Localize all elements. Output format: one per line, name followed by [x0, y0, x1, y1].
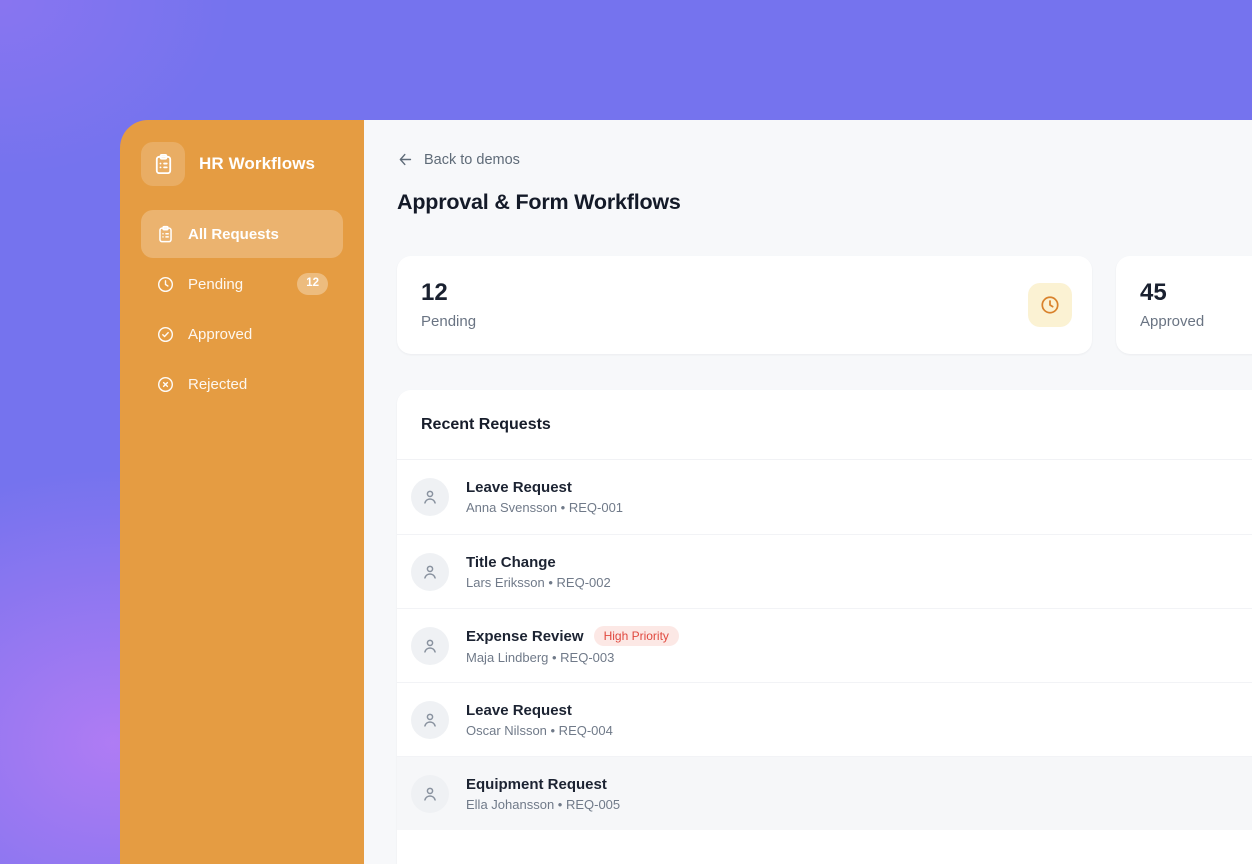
- request-title: Leave Request: [466, 701, 572, 719]
- user-avatar-icon: [411, 552, 449, 591]
- check-circle-icon: [156, 325, 175, 344]
- app-title: HR Workflows: [199, 154, 316, 173]
- recent-requests-card: Recent Requests Leave Request Anna Svens…: [397, 390, 1252, 864]
- sidebar-item-label: All Requests: [188, 225, 279, 243]
- app-window: HR Workflows All Requests: [120, 120, 1252, 864]
- x-circle-icon: [156, 375, 175, 394]
- clock-icon: [1028, 283, 1072, 327]
- sidebar-item-label: Pending: [188, 275, 244, 293]
- back-link-label: Back to demos: [424, 151, 520, 168]
- stat-card-approved: 45 Approved: [1116, 256, 1252, 354]
- pending-count-badge: 12: [297, 273, 328, 295]
- request-text: Equipment Request Ella Johansson • REQ-0…: [466, 776, 620, 812]
- request-title: Equipment Request: [466, 775, 607, 793]
- request-text: Expense Review High Priority Maja Lindbe…: [466, 626, 679, 665]
- sidebar-item-rejected[interactable]: Rejected: [141, 360, 343, 408]
- high-priority-badge: High Priority: [593, 626, 679, 646]
- clipboard-list-icon: [141, 142, 185, 186]
- request-title: Title Change: [466, 553, 556, 571]
- page-title: Approval & Form Workflows: [397, 190, 681, 214]
- stat-text: 12 Pending: [421, 279, 477, 330]
- request-row[interactable]: Title Change Lars Eriksson • REQ-002: [397, 534, 1252, 608]
- sidebar-item-label: Approved: [188, 325, 253, 343]
- stat-label: Approved: [1140, 312, 1205, 330]
- request-subtitle: Oscar Nilsson • REQ-004: [466, 722, 613, 738]
- sidebar-item-approved[interactable]: Approved: [141, 310, 343, 358]
- back-link[interactable]: Back to demos: [397, 151, 520, 168]
- sidebar-item-pending[interactable]: Pending 12: [141, 260, 343, 308]
- sidebar-nav: All Requests Pending 12: [141, 210, 343, 408]
- request-text: Leave Request Oscar Nilsson • REQ-004: [466, 702, 613, 738]
- recent-requests-heading: Recent Requests: [397, 390, 1252, 460]
- main-content: Back to demos Approval & Form Workflows …: [364, 120, 1252, 864]
- main-inner: Back to demos Approval & Form Workflows …: [397, 151, 1252, 864]
- sidebar: HR Workflows All Requests: [120, 120, 364, 864]
- request-text: Title Change Lars Eriksson • REQ-002: [466, 554, 611, 590]
- stat-value: 45: [1140, 279, 1167, 307]
- user-avatar-icon: [411, 626, 449, 665]
- stat-card-pending: 12 Pending: [397, 256, 1092, 354]
- request-title: Expense Review: [466, 627, 584, 645]
- request-row[interactable]: Expense Review High Priority Maja Lindbe…: [397, 608, 1252, 682]
- clipboard-list-icon: [156, 225, 175, 244]
- request-title: Leave Request: [466, 479, 572, 496]
- sidebar-brand: HR Workflows: [141, 142, 343, 186]
- user-avatar-icon: [411, 700, 449, 739]
- user-avatar-icon: [411, 478, 449, 516]
- stats-row: 12 Pending 45 Appro: [397, 256, 1252, 354]
- request-subtitle: Maja Lindberg • REQ-003: [466, 650, 615, 665]
- stat-value: 12: [421, 279, 448, 307]
- user-avatar-icon: [411, 774, 449, 813]
- request-row[interactable]: Leave Request Oscar Nilsson • REQ-004: [397, 682, 1252, 756]
- request-subtitle: Lars Eriksson • REQ-002: [466, 574, 611, 590]
- sidebar-item-label: Rejected: [188, 375, 248, 393]
- request-subtitle: Ella Johansson • REQ-005: [466, 796, 621, 812]
- request-row[interactable]: Equipment Request Ella Johansson • REQ-0…: [397, 756, 1252, 830]
- request-row[interactable]: Leave Request Anna Svensson • REQ-001: [397, 460, 1252, 534]
- sidebar-item-all-requests[interactable]: All Requests: [141, 210, 343, 258]
- stat-text: 45 Approved: [1140, 279, 1205, 330]
- arrow-left-icon: [397, 151, 414, 168]
- request-subtitle: Anna Svensson • REQ-001: [466, 500, 624, 515]
- request-text: Leave Request Anna Svensson • REQ-001: [466, 479, 623, 515]
- clock-icon: [156, 275, 175, 294]
- stat-label: Pending: [421, 312, 477, 330]
